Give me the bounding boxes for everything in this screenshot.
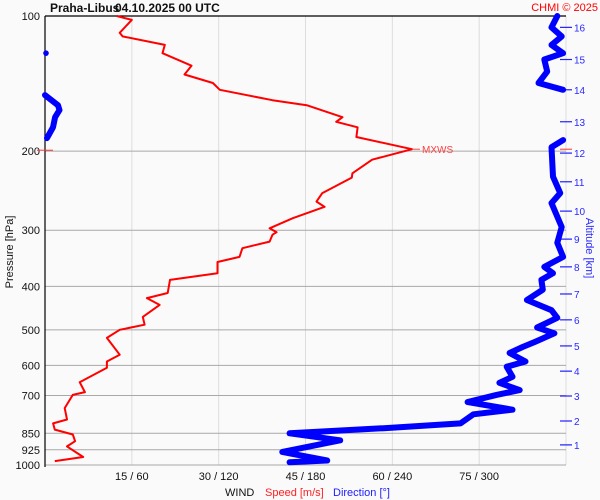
wind-tick-label: 60 / 240 bbox=[372, 471, 412, 483]
altitude-tick-label: 9 bbox=[574, 235, 580, 246]
plot-area: MXWS bbox=[37, 13, 572, 466]
pressure-axis-label: Pressure [hPa] bbox=[4, 216, 16, 289]
altitude-tick-label: 6 bbox=[574, 316, 580, 327]
wind-tick-label: 15 / 60 bbox=[115, 471, 149, 483]
datetime-title: 04.10.2025 00 UTC bbox=[115, 1, 220, 15]
altitude-axis: 16 15 14 13 12 11 10 9 8 7 6 5 4 3 2 1 bbox=[560, 23, 586, 452]
pressure-tick-labels: 100 200 300 400 500 600 700 850 925 1000 bbox=[16, 11, 40, 472]
pressure-tick-label: 850 bbox=[22, 428, 40, 440]
pressure-tick-label: 700 bbox=[22, 390, 40, 402]
wind-tick-label: 30 / 120 bbox=[199, 471, 239, 483]
direction-line bbox=[42, 92, 63, 142]
pressure-tick-label: 200 bbox=[22, 146, 40, 158]
altitude-tick-label: 14 bbox=[574, 86, 586, 97]
speed-line bbox=[52, 15, 413, 463]
altitude-axis-label: Altitude [km] bbox=[583, 218, 595, 279]
max-wind-label: MXWS bbox=[422, 145, 453, 156]
pressure-tick-label: 400 bbox=[22, 281, 40, 293]
altitude-tick-label: 7 bbox=[574, 290, 580, 301]
altitude-tick-label: 1 bbox=[574, 441, 580, 452]
legend-speed: Speed [m/s] bbox=[265, 487, 324, 499]
station-title: Praha-Libus bbox=[50, 1, 120, 15]
pressure-tick-label: 300 bbox=[22, 225, 40, 237]
altitude-tick-label: 2 bbox=[574, 417, 580, 428]
altitude-tick-label: 4 bbox=[574, 367, 580, 378]
axes bbox=[44, 15, 566, 467]
altitude-tick-label: 11 bbox=[574, 178, 585, 189]
altitude-tick-label: 15 bbox=[574, 56, 586, 67]
wind-tick-label: 45 / 180 bbox=[286, 471, 326, 483]
altitude-tick-label: 13 bbox=[574, 118, 586, 129]
pressure-tick-label: 600 bbox=[22, 360, 40, 372]
wind-tick-label: 75 / 300 bbox=[459, 471, 499, 483]
pressure-tick-label: 100 bbox=[22, 11, 40, 23]
altitude-tick-label: 16 bbox=[574, 23, 586, 34]
direction-line bbox=[535, 13, 567, 93]
legend-direction: Direction [°] bbox=[333, 487, 390, 499]
wind-tick-labels: 15 / 60 30 / 120 45 / 180 60 / 240 75 / 300 bbox=[115, 471, 499, 483]
copyright: CHMI © 2025 bbox=[531, 2, 598, 14]
pressure-tick-label: 925 bbox=[22, 445, 40, 457]
altitude-tick-label: 5 bbox=[574, 342, 580, 353]
altitude-tick-label: 3 bbox=[574, 392, 580, 403]
legend-wind: WIND bbox=[225, 487, 254, 499]
direction-line bbox=[279, 137, 567, 466]
direction-point bbox=[43, 50, 49, 56]
altitude-tick-label: 8 bbox=[574, 263, 580, 274]
altitude-tick-label: 12 bbox=[574, 149, 586, 160]
pressure-tick-label: 500 bbox=[22, 325, 40, 337]
altitude-tick-label: 10 bbox=[574, 207, 586, 218]
pressure-tick-label: 1000 bbox=[16, 460, 40, 472]
